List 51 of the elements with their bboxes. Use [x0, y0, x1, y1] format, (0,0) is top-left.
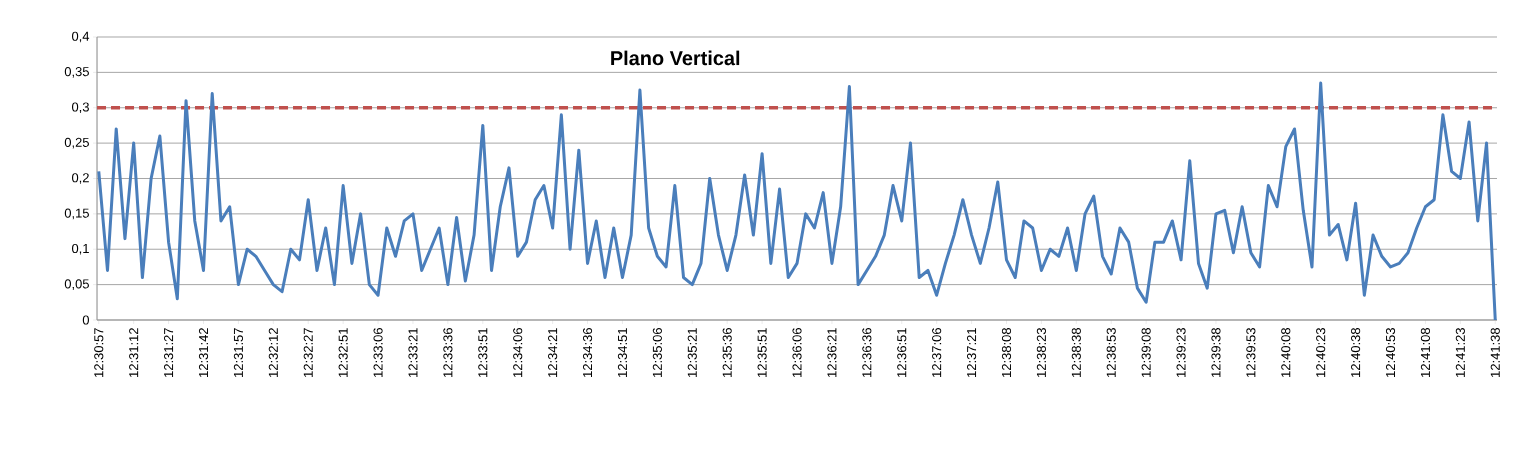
x-tick-label: 12:39:23: [1176, 328, 1186, 377]
x-tick-label: 12:41:38: [1490, 328, 1500, 377]
x-tick-label: 12:31:57: [233, 328, 243, 377]
y-tick-label: 0,3: [71, 102, 89, 114]
x-tick-label: 12:36:36: [862, 328, 872, 377]
x-tick-label: 12:31:12: [129, 328, 139, 377]
x-tick-label: 12:33:06: [373, 328, 383, 377]
x-tick-label: 12:40:23: [1316, 328, 1326, 377]
x-tick-label: 12:35:21: [687, 328, 697, 377]
x-tick-label: 12:32:12: [268, 328, 278, 377]
x-tick-label: 12:34:21: [548, 328, 558, 377]
x-tick-label: 12:39:08: [1141, 328, 1151, 377]
x-tick-label: 12:38:08: [1001, 328, 1012, 377]
x-tick-label: 12:38:38: [1071, 328, 1081, 377]
y-tick-label: 0,4: [71, 31, 90, 43]
x-tick-label: 12:37:21: [966, 328, 977, 377]
x-tick-label: 12:38:23: [1036, 328, 1046, 377]
x-tick-label: 12:40:53: [1385, 328, 1396, 377]
x-tick-label: 12:32:51: [338, 328, 348, 377]
y-tick-label: 0,25: [64, 137, 89, 149]
x-tick-label: 12:32:27: [303, 328, 313, 377]
x-tick-label: 12:38:53: [1106, 328, 1116, 377]
x-tick-label: 12:35:51: [757, 328, 767, 377]
x-tick-label: 12:40:08: [1281, 328, 1291, 377]
x-tick-label: 12:33:21: [408, 328, 418, 377]
y-tick-label: 0,15: [64, 208, 89, 220]
x-tick-label: 12:34:06: [513, 328, 523, 377]
y-tick-label: 0: [82, 315, 89, 325]
x-tick-label: 12:36:21: [827, 328, 837, 377]
x-tick-label: 12:39:38: [1211, 328, 1221, 377]
y-tick-label: 0,35: [64, 67, 89, 78]
x-tick-label: 12:31:27: [164, 328, 174, 377]
x-tick-label: 12:36:51: [897, 328, 907, 377]
x-tick-label: 12:41:23: [1455, 328, 1465, 377]
x-tick-label: 12:30:57: [94, 328, 104, 377]
x-tick-label: 12:35:36: [722, 328, 732, 377]
x-tick-label: 12:39:53: [1246, 328, 1256, 377]
x-tick-label: 12:33:51: [478, 328, 488, 377]
x-tick-label: 12:37:06: [932, 328, 942, 377]
x-tick-label: 12:41:08: [1420, 328, 1431, 377]
x-tick-label: 12:35:06: [652, 328, 662, 377]
y-tick-label: 0,2: [71, 173, 89, 184]
x-tick-label: 12:36:06: [792, 328, 802, 377]
x-tick-label: 12:33:36: [443, 328, 453, 377]
x-tick-label: 12:34:36: [582, 328, 593, 377]
x-tick-label: 12:40:38: [1351, 328, 1361, 377]
x-tick-label: 12:31:42: [198, 328, 209, 377]
y-tick-label: 0,1: [71, 243, 89, 255]
text: Plano Vertical: [611, 50, 740, 66]
x-tick-label: 12:34:51: [617, 328, 628, 377]
y-tick-label: 0,05: [64, 279, 89, 290]
